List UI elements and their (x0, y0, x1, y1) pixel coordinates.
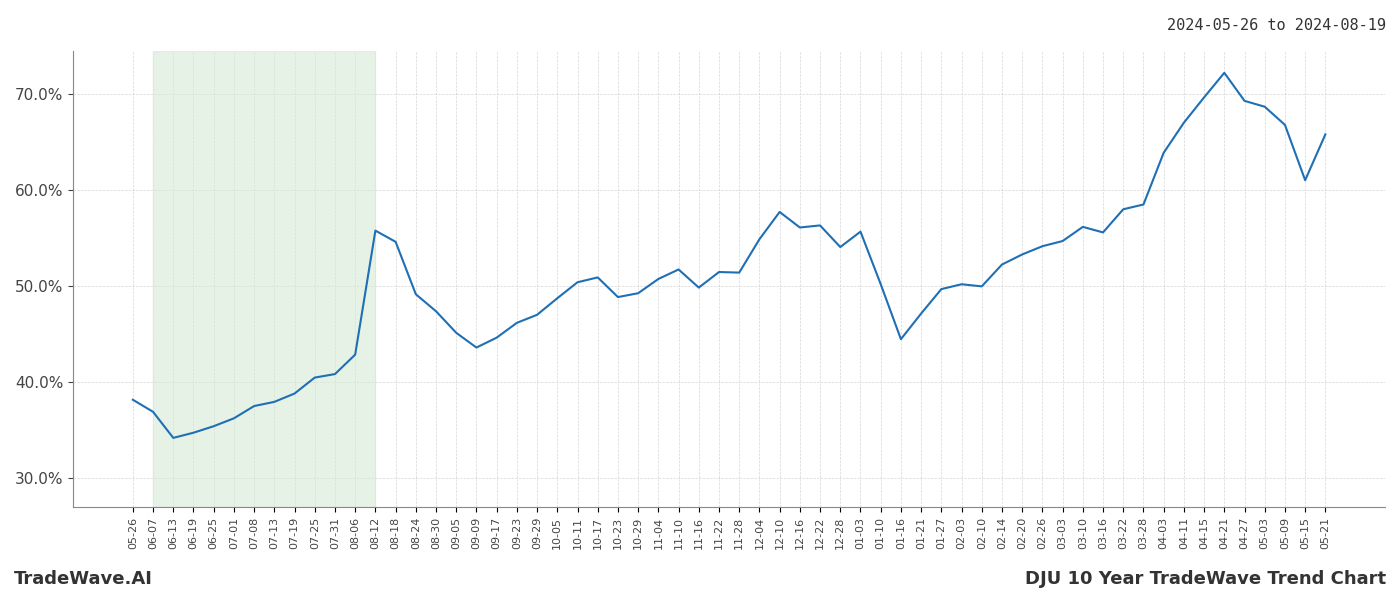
Text: 2024-05-26 to 2024-08-19: 2024-05-26 to 2024-08-19 (1168, 18, 1386, 33)
Bar (153, 51, 375, 507)
Text: DJU 10 Year TradeWave Trend Chart: DJU 10 Year TradeWave Trend Chart (1025, 570, 1386, 588)
Text: TradeWave.AI: TradeWave.AI (14, 570, 153, 588)
